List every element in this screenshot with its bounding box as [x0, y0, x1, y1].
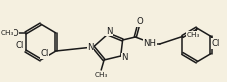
Text: NH: NH — [143, 39, 156, 47]
Text: N: N — [121, 53, 128, 62]
Text: O: O — [137, 17, 143, 26]
Text: Cl: Cl — [40, 50, 49, 58]
Text: N: N — [106, 26, 112, 36]
Text: Cl: Cl — [212, 39, 220, 48]
Text: N: N — [87, 42, 94, 51]
Text: CH₃: CH₃ — [0, 30, 14, 36]
Text: CH₃: CH₃ — [94, 72, 108, 78]
Text: O: O — [11, 29, 18, 37]
Text: Cl: Cl — [15, 41, 24, 50]
Text: CH₃: CH₃ — [186, 32, 200, 38]
